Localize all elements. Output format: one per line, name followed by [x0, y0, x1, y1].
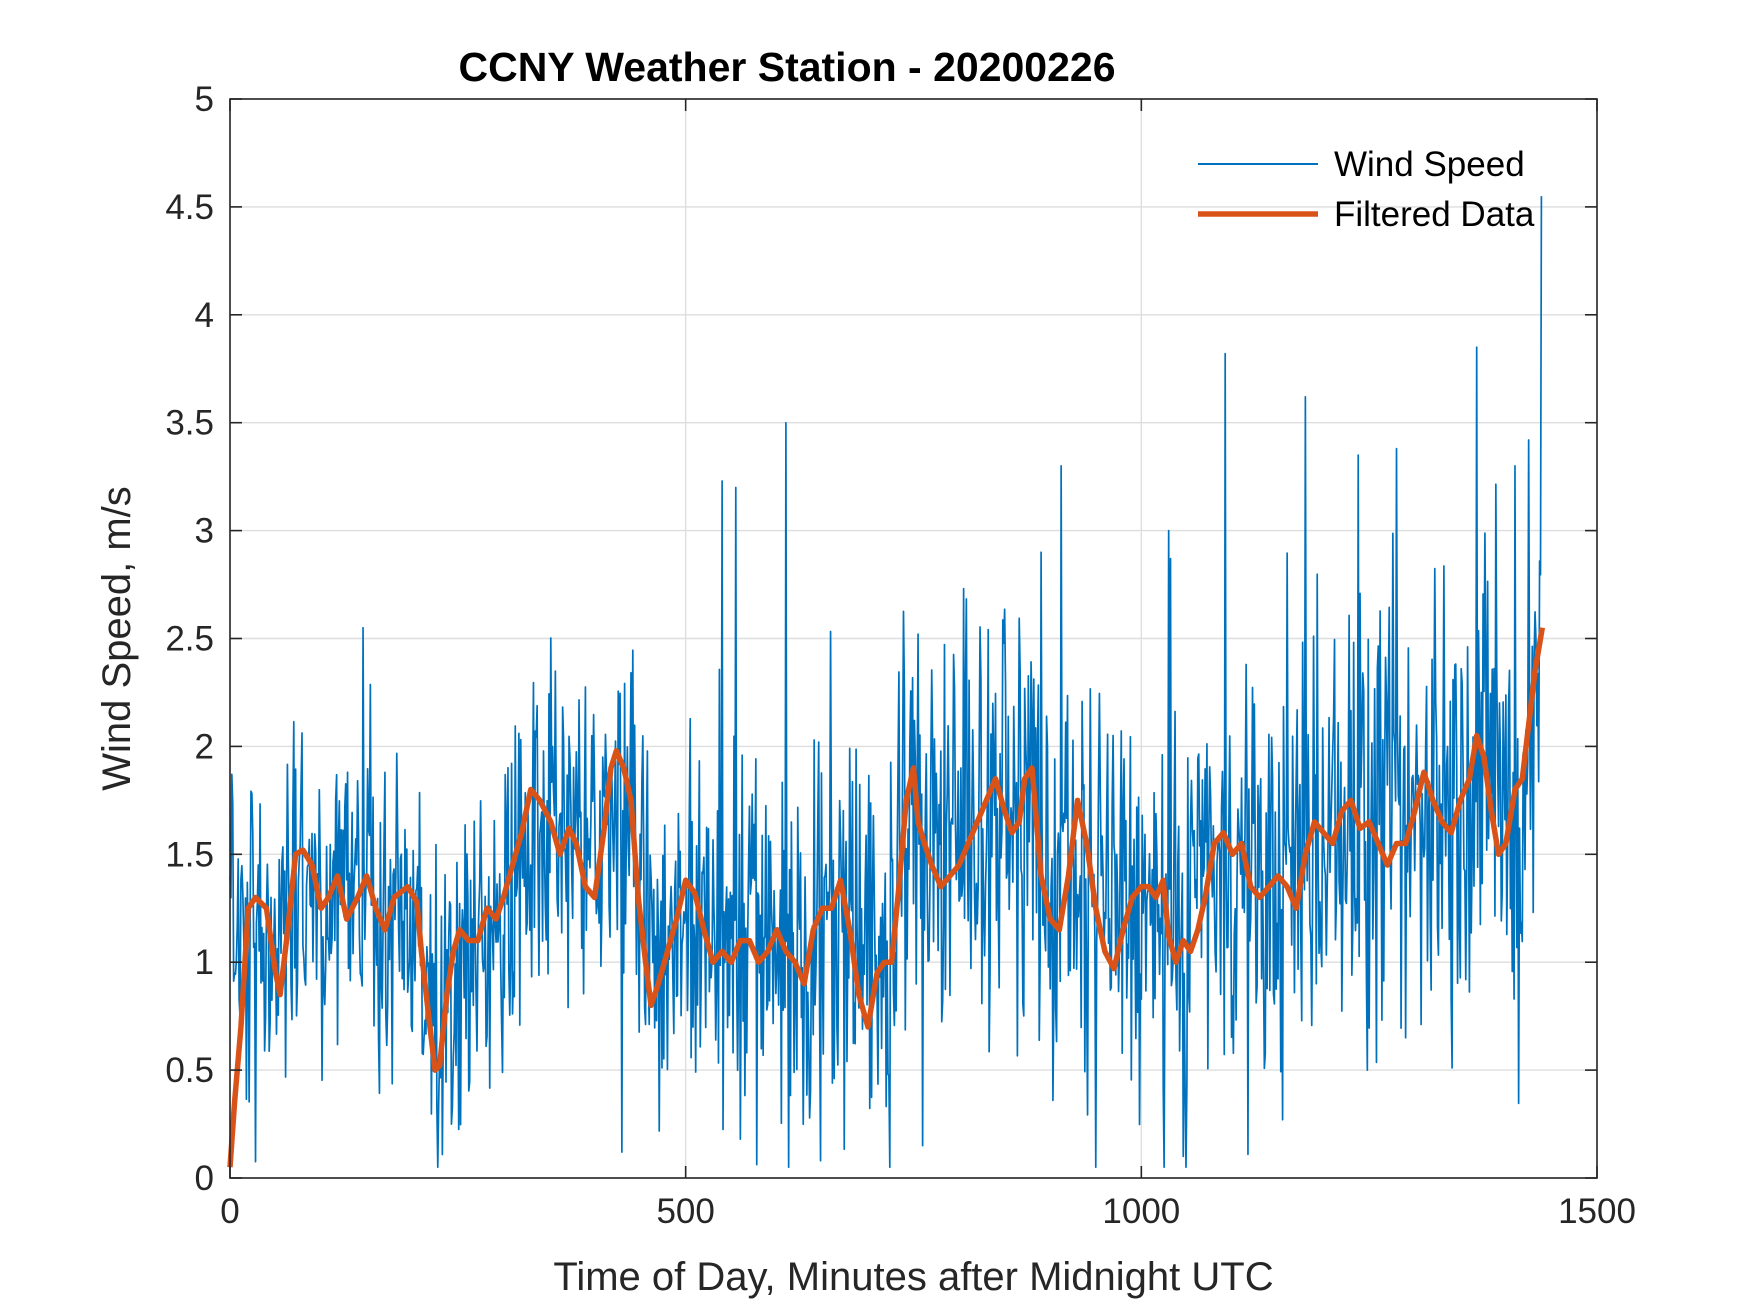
y-tick-label: 1 [195, 943, 214, 982]
y-tick-label: 1.5 [165, 835, 214, 874]
axis-ticks: 0 0.5 1 1.5 2 2.5 3 3.5 4 4.5 5 0 500 1000 1500 [165, 80, 1636, 1231]
x-axis-label: Time of Day, Minutes after Midnight UTC [553, 1255, 1273, 1299]
y-tick-label: 0 [195, 1159, 214, 1198]
y-tick-label: 4 [195, 296, 214, 335]
y-tick-label: 3.5 [165, 404, 214, 443]
series-layer [227, 196, 1546, 1169]
y-tick-label: 3 [195, 512, 214, 551]
legend-label-filtered-data: Filtered Data [1334, 195, 1535, 234]
x-tick-label: 500 [656, 1192, 714, 1231]
y-tick-label: 4.5 [165, 188, 214, 227]
y-tick-label: 5 [195, 80, 214, 119]
series-wind-speed-line [229, 196, 1543, 1169]
x-tick-label: 0 [220, 1192, 239, 1231]
x-tick-label: 1500 [1558, 1192, 1636, 1231]
y-tick-label: 2 [195, 727, 214, 766]
legend: Wind Speed Filtered Data [1198, 145, 1535, 234]
y-tick-label: 0.5 [165, 1051, 214, 1090]
legend-label-wind-speed: Wind Speed [1334, 145, 1525, 184]
chart-title: CCNY Weather Station - 20200226 [458, 44, 1115, 90]
y-axis-label: Wind Speed, m/s [95, 486, 139, 791]
series-filtered-data-line [227, 627, 1546, 1168]
y-tick-label: 2.5 [165, 620, 214, 659]
x-tick-label: 1000 [1102, 1192, 1180, 1231]
